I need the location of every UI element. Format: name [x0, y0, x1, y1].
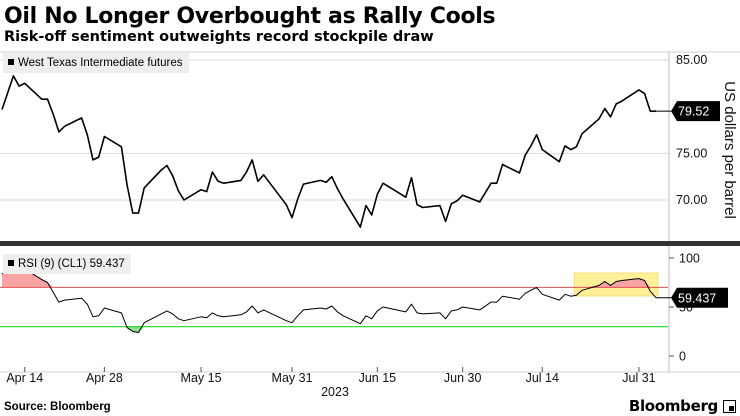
price-tick-label: 70.00	[676, 193, 707, 207]
brand-mark-icon	[723, 400, 736, 413]
price-tick-label: 85.00	[676, 53, 707, 67]
rsi-callout-box	[671, 287, 728, 308]
x-tick-label: Jul 31	[622, 371, 655, 385]
x-tick-label: May 15	[181, 371, 222, 385]
price-series-line	[1, 75, 657, 228]
price-legend-label: West Texas Intermediate futures	[18, 57, 183, 69]
price-legend: West Texas Intermediate futures	[3, 53, 189, 73]
rsi-legend: RSI (9) (CL1) 59.437	[3, 254, 131, 274]
rsi-overbought-fill	[582, 278, 651, 288]
x-tick-label: Jun 30	[444, 371, 482, 385]
rsi-callout-label: 59.437	[678, 291, 716, 305]
rsi-legend-label: RSI (9) (CL1) 59.437	[18, 258, 125, 270]
price-axis-title: US dollars per barrel	[721, 81, 738, 219]
x-tick-label: Jul 14	[526, 371, 559, 385]
rsi-tick-label: 100	[679, 252, 700, 266]
rsi-oversold-fill	[121, 326, 145, 333]
legend-swatch	[8, 59, 14, 65]
chart-title: Oil No Longer Overbought as Rally Cools	[4, 4, 496, 29]
price-callout-label: 79.52	[678, 105, 709, 119]
rsi-tick-label: 0	[679, 350, 686, 364]
legend-swatch	[8, 260, 14, 266]
price-callout-box	[671, 101, 720, 122]
x-tick-label: Apr 14	[6, 371, 43, 385]
rsi-series-line	[1, 265, 657, 333]
x-tick-label: May 31	[272, 371, 313, 385]
x-tick-label: Apr 28	[86, 371, 123, 385]
chart-subtitle: Risk-off sentiment outweights record sto…	[4, 29, 434, 45]
x-tick-label: Jun 15	[359, 371, 397, 385]
panel-separator	[0, 241, 740, 246]
brand-logo: Bloomberg	[628, 397, 718, 415]
source-note: Source: Bloomberg	[4, 401, 111, 413]
x-axis-year-label: 2023	[321, 385, 349, 399]
price-tick-label: 75.00	[676, 146, 707, 160]
